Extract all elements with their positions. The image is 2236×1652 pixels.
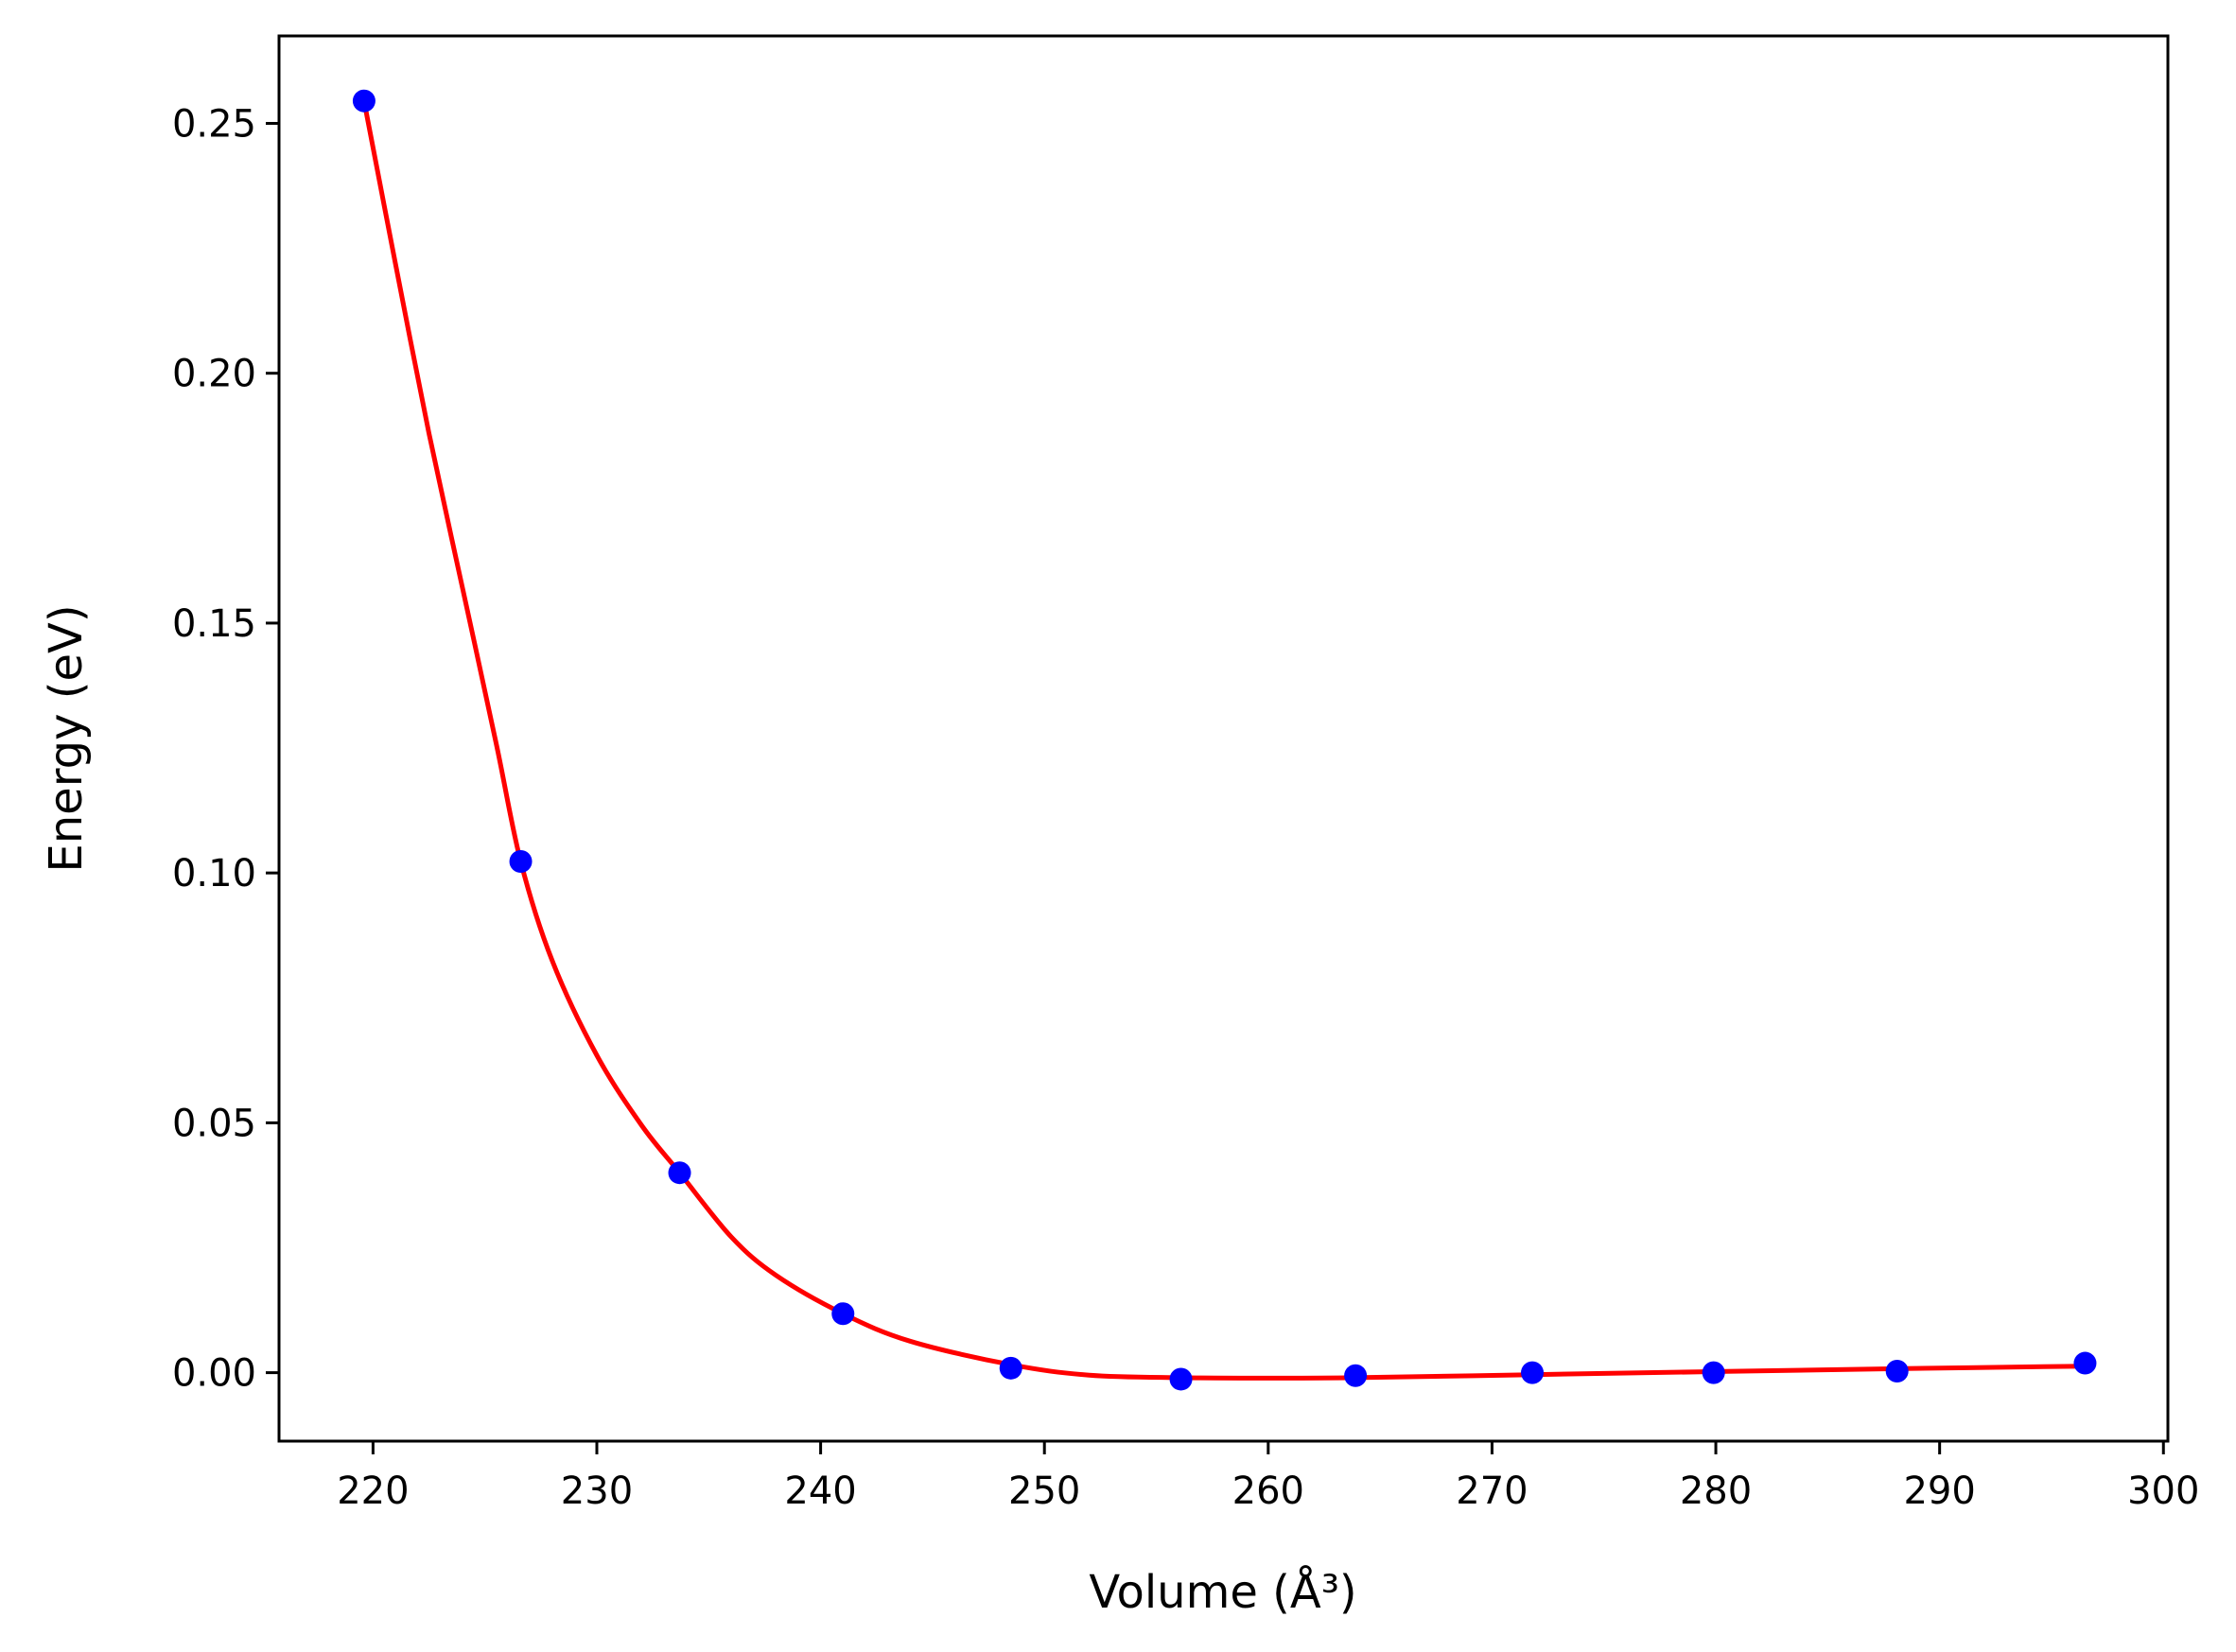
plot-area: [279, 36, 2168, 1441]
x-axis-label: Volume (Å³): [1089, 1565, 1356, 1619]
y-tick-label: 0.00: [172, 1352, 256, 1396]
data-point: [2073, 1351, 2097, 1375]
x-tick-label: 260: [1232, 1469, 1304, 1513]
x-tick-label: 250: [1008, 1469, 1080, 1513]
x-tick-label: 220: [337, 1469, 409, 1513]
x-tick-label: 280: [1680, 1469, 1752, 1513]
x-tick-label: 300: [2127, 1469, 2199, 1513]
data-point: [1521, 1361, 1545, 1384]
x-tick-label: 270: [1456, 1469, 1528, 1513]
y-tick-label: 0.10: [172, 852, 256, 896]
data-point: [1169, 1367, 1193, 1391]
data-point: [1885, 1360, 1909, 1383]
y-tick-label: 0.20: [172, 353, 256, 396]
y-axis-label: Energy (eV): [40, 604, 93, 872]
y-tick-label: 0.05: [172, 1102, 256, 1145]
data-point: [352, 89, 376, 113]
plot-frame: [277, 34, 2170, 1443]
data-point: [999, 1356, 1022, 1380]
data-point: [668, 1161, 691, 1185]
x-axis-ticks: 220 230 240 250 260 270 280 290 300: [337, 1441, 2199, 1513]
data-point: [1702, 1361, 1725, 1384]
x-tick-label: 230: [561, 1469, 633, 1513]
x-tick-label: 240: [784, 1469, 856, 1513]
data-point: [831, 1302, 855, 1326]
y-tick-label: 0.15: [172, 602, 256, 646]
x-tick-label: 290: [1903, 1469, 1975, 1513]
data-point: [509, 849, 533, 873]
data-point: [1344, 1364, 1368, 1387]
y-tick-label: 0.25: [172, 102, 256, 146]
y-axis-ticks: 0.00 0.05 0.10 0.15 0.20 0.25: [172, 102, 279, 1396]
series-layer: [352, 89, 2097, 1391]
